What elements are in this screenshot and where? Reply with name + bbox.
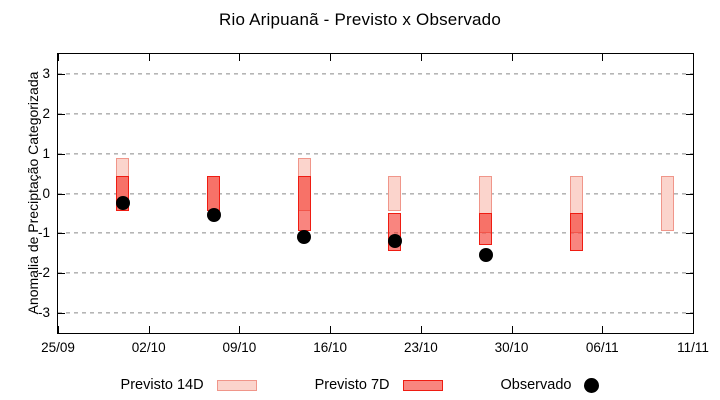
gridline <box>58 312 693 315</box>
forecast-7d-bar <box>297 175 311 232</box>
x-tick-top <box>58 54 59 61</box>
gridline <box>58 192 693 195</box>
gridline <box>58 152 693 155</box>
y-tick-label: -1 <box>37 225 50 241</box>
y-tick-label: -2 <box>37 265 50 281</box>
legend-item-observado: Observado <box>501 377 600 393</box>
y-tick-left <box>58 313 65 315</box>
x-tick-bottom <box>148 326 150 333</box>
forecast-14d-bar <box>660 175 674 232</box>
y-tick-right <box>686 153 693 155</box>
legend-item-previsto-14d: Previsto 14D <box>121 377 257 393</box>
legend-label-observado: Observado <box>500 377 572 393</box>
x-tick-top <box>602 54 604 61</box>
y-tick-right <box>686 313 693 315</box>
x-tick-bottom <box>602 326 604 333</box>
y-tick-label: -3 <box>37 305 50 321</box>
red-box-icon <box>402 379 443 391</box>
y-tick-left <box>58 273 65 275</box>
x-tick-label: 09/10 <box>222 340 257 355</box>
y-tick-label: 1 <box>42 145 50 161</box>
y-tick-label: 0 <box>42 185 50 201</box>
black-dot-icon <box>584 377 600 393</box>
y-tick-left <box>58 233 65 235</box>
x-tick-bottom <box>420 326 422 333</box>
x-tick-label: 06/11 <box>585 340 619 355</box>
y-tick-right <box>686 233 693 235</box>
legend-label-previsto-14d: Previsto 14D <box>120 377 204 393</box>
gridline <box>58 112 693 115</box>
y-tick-left <box>58 73 65 75</box>
x-tick-top <box>239 54 241 61</box>
observed-point <box>206 208 221 223</box>
plot-area: 3 2 1 0 -1 -2 -3 25/09 02/10 09/10 16/10 23/10 30/10… <box>38 53 709 355</box>
observed-point <box>297 230 312 245</box>
x-tick-label: 25/09 <box>41 340 75 355</box>
observed-point <box>478 248 493 263</box>
observed-point <box>387 234 402 249</box>
y-tick-label: 2 <box>42 105 50 121</box>
x-tick-top <box>420 54 422 61</box>
y-tick-right <box>686 113 693 115</box>
y-tick-left <box>58 113 65 115</box>
pink-box-icon <box>216 379 257 391</box>
x-tick-label: 16/10 <box>313 340 348 355</box>
forecast-14d-bar <box>388 175 402 212</box>
y-tick-left <box>58 153 65 155</box>
x-tick-label: 23/10 <box>403 340 438 355</box>
forecast-7d-bar <box>479 213 493 246</box>
x-tick-label: 11/11 <box>677 340 709 355</box>
y-tick-right <box>686 193 693 195</box>
x-tick-label: 02/10 <box>131 340 166 355</box>
y-tick-label: 3 <box>42 65 50 81</box>
y-tick-right <box>686 273 693 275</box>
x-tick-top <box>693 54 694 61</box>
chart-title: Rio Aripuanã - Previsto x Observado <box>219 10 501 29</box>
observed-point <box>115 196 130 211</box>
x-tick-top <box>148 54 150 61</box>
legend-label-previsto-7d: Previsto 7D <box>314 377 390 393</box>
x-tick-top <box>330 54 332 61</box>
x-tick-bottom <box>239 326 241 333</box>
legend-item-previsto-7d: Previsto 7D <box>315 377 443 393</box>
y-tick-left <box>58 193 65 195</box>
x-tick-bottom <box>330 326 332 333</box>
forecast-7d-bar <box>207 175 220 212</box>
gridline <box>58 72 693 75</box>
gridline <box>58 232 693 235</box>
x-tick-top <box>511 54 513 61</box>
legend: Previsto 14D Previsto 7D Observado <box>0 372 720 398</box>
x-tick-label: 30/10 <box>494 340 529 355</box>
y-tick-right <box>686 73 693 75</box>
x-tick-bottom <box>693 326 694 333</box>
x-tick-bottom <box>58 326 59 333</box>
forecast-7d-bar <box>569 213 583 252</box>
x-tick-bottom <box>511 326 513 333</box>
gridline <box>58 272 693 275</box>
